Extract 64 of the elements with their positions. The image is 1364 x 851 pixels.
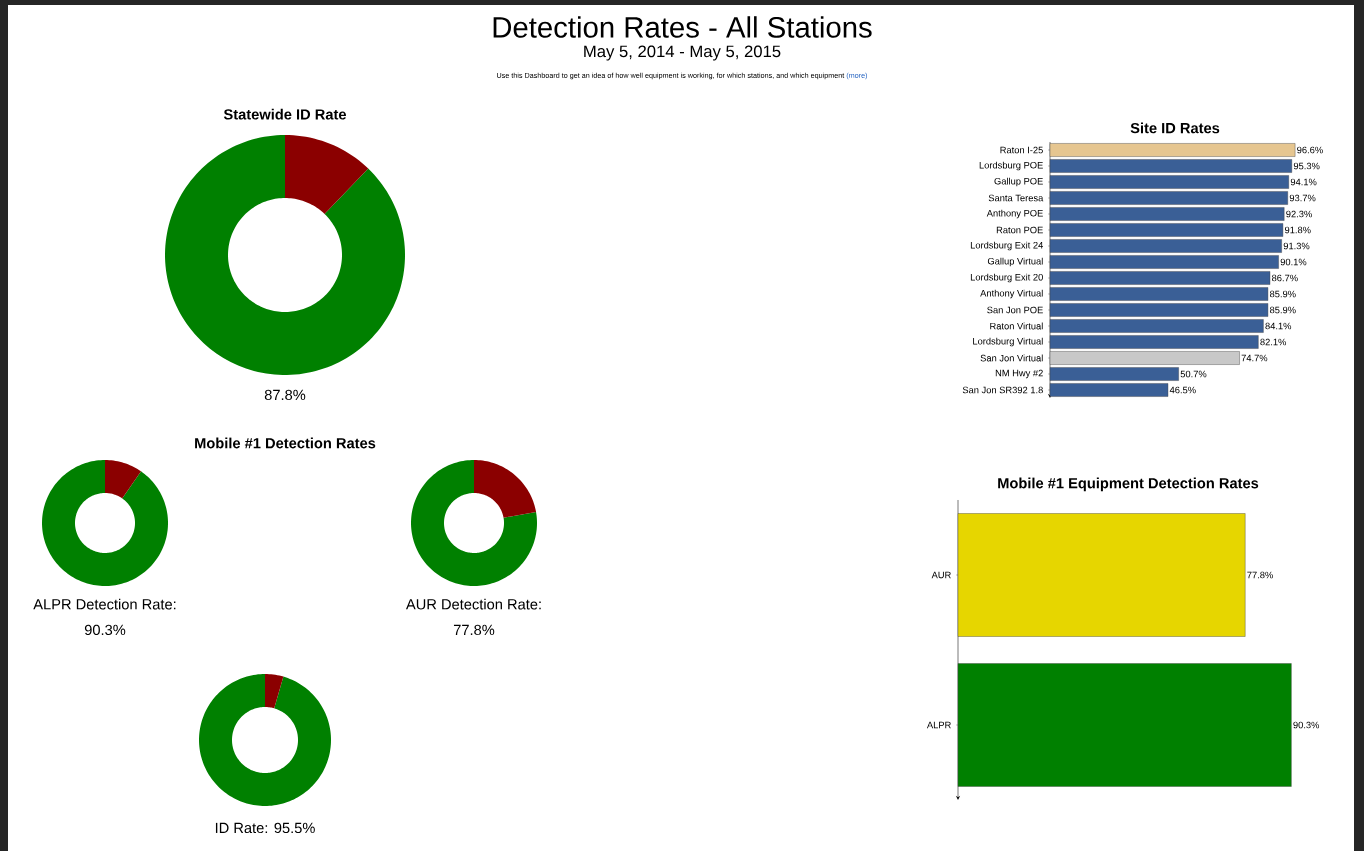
data-label: 91.3% [1283, 242, 1310, 250]
bar [1049, 287, 1269, 301]
y-tick-label: Raton Virtual [990, 322, 1043, 330]
y-tick-label: Raton I-25 [1000, 146, 1043, 154]
data-label: 96.6% [1297, 146, 1323, 154]
data-label: 85.9% [1269, 306, 1296, 314]
chart-title: Site ID Rates [1130, 122, 1220, 134]
bar [1049, 143, 1296, 157]
bar [1049, 175, 1289, 189]
bar [1049, 383, 1169, 397]
y-tick-label: AUR [931, 571, 951, 579]
bar [1049, 367, 1179, 381]
y-tick-label: Lordsburg Exit 20 [970, 273, 1043, 283]
bar [1049, 207, 1285, 221]
y-tick-label: Lordsburg Virtual [973, 337, 1043, 347]
text: ALPR Detection Rate: [33, 598, 176, 610]
bar [1049, 239, 1282, 253]
y-tick-label: Santa Teresa [988, 194, 1044, 202]
data-label: 95.3% [1293, 162, 1320, 170]
y-tick-label: San Jon Virtual [980, 354, 1043, 362]
text: 87.8% [264, 389, 306, 401]
bar [1049, 255, 1279, 269]
bar [1049, 223, 1284, 237]
data-label: 91.8% [1284, 226, 1311, 234]
y-tick-label: Lordsburg Exit 24 [970, 241, 1043, 251]
bar [1049, 351, 1240, 365]
y-tick-label: Lordsburg POE [979, 161, 1043, 171]
data-label: 74.7% [1241, 354, 1268, 362]
chart-title: Mobile #1 Equipment Detection Rates [998, 477, 1259, 492]
text: ID Rate: 95.5% [215, 822, 315, 834]
text: AUR Detection Rate: [405, 598, 541, 610]
bar [1049, 159, 1293, 173]
y-tick-label: ALPR [926, 721, 951, 729]
bar [1049, 319, 1264, 333]
y-tick-label: Anthony Virtual [980, 289, 1043, 299]
data-label: 77.8% [1247, 571, 1273, 579]
data-label: 86.7% [1271, 274, 1298, 282]
y-tick-label: Gallup POE [994, 177, 1043, 187]
y-tick-label: Anthony POE [986, 209, 1043, 219]
y-tick-label: NM Hwy #2 [995, 369, 1043, 379]
data-label: 90.1% [1280, 258, 1307, 266]
y-tick-label: Gallup Virtual [987, 257, 1043, 267]
bar [1049, 335, 1259, 349]
text: May 5, 2014 - May 5, 2015 [584, 45, 781, 61]
data-label: 85.9% [1269, 290, 1296, 298]
data-label: 84.1% [1265, 322, 1292, 330]
data-label: 93.7% [1289, 194, 1316, 202]
y-tick-label: San Jon SR392 1.8 [962, 386, 1043, 394]
data-label: 90.3% [1293, 721, 1320, 729]
bar [1049, 271, 1271, 285]
text: Mobile #1 Detection Rates [195, 437, 376, 449]
bar [1049, 191, 1288, 205]
text: Detection Rates - All Stations [493, 16, 872, 38]
y-tick-label: Raton POE [996, 226, 1043, 234]
data-label: 92.3% [1286, 210, 1312, 218]
data-label: 50.7% [1180, 370, 1207, 378]
chart-title: Statewide ID Rate [223, 108, 347, 120]
text: 77.8% [453, 624, 495, 636]
data-label: 46.5% [1169, 386, 1196, 394]
text: 90.3% [84, 624, 126, 636]
y-tick-label: San Jon POE [987, 306, 1043, 314]
data-label: 82.1% [1260, 338, 1287, 346]
data-label: 94.1% [1290, 178, 1317, 186]
bar [1049, 303, 1269, 317]
